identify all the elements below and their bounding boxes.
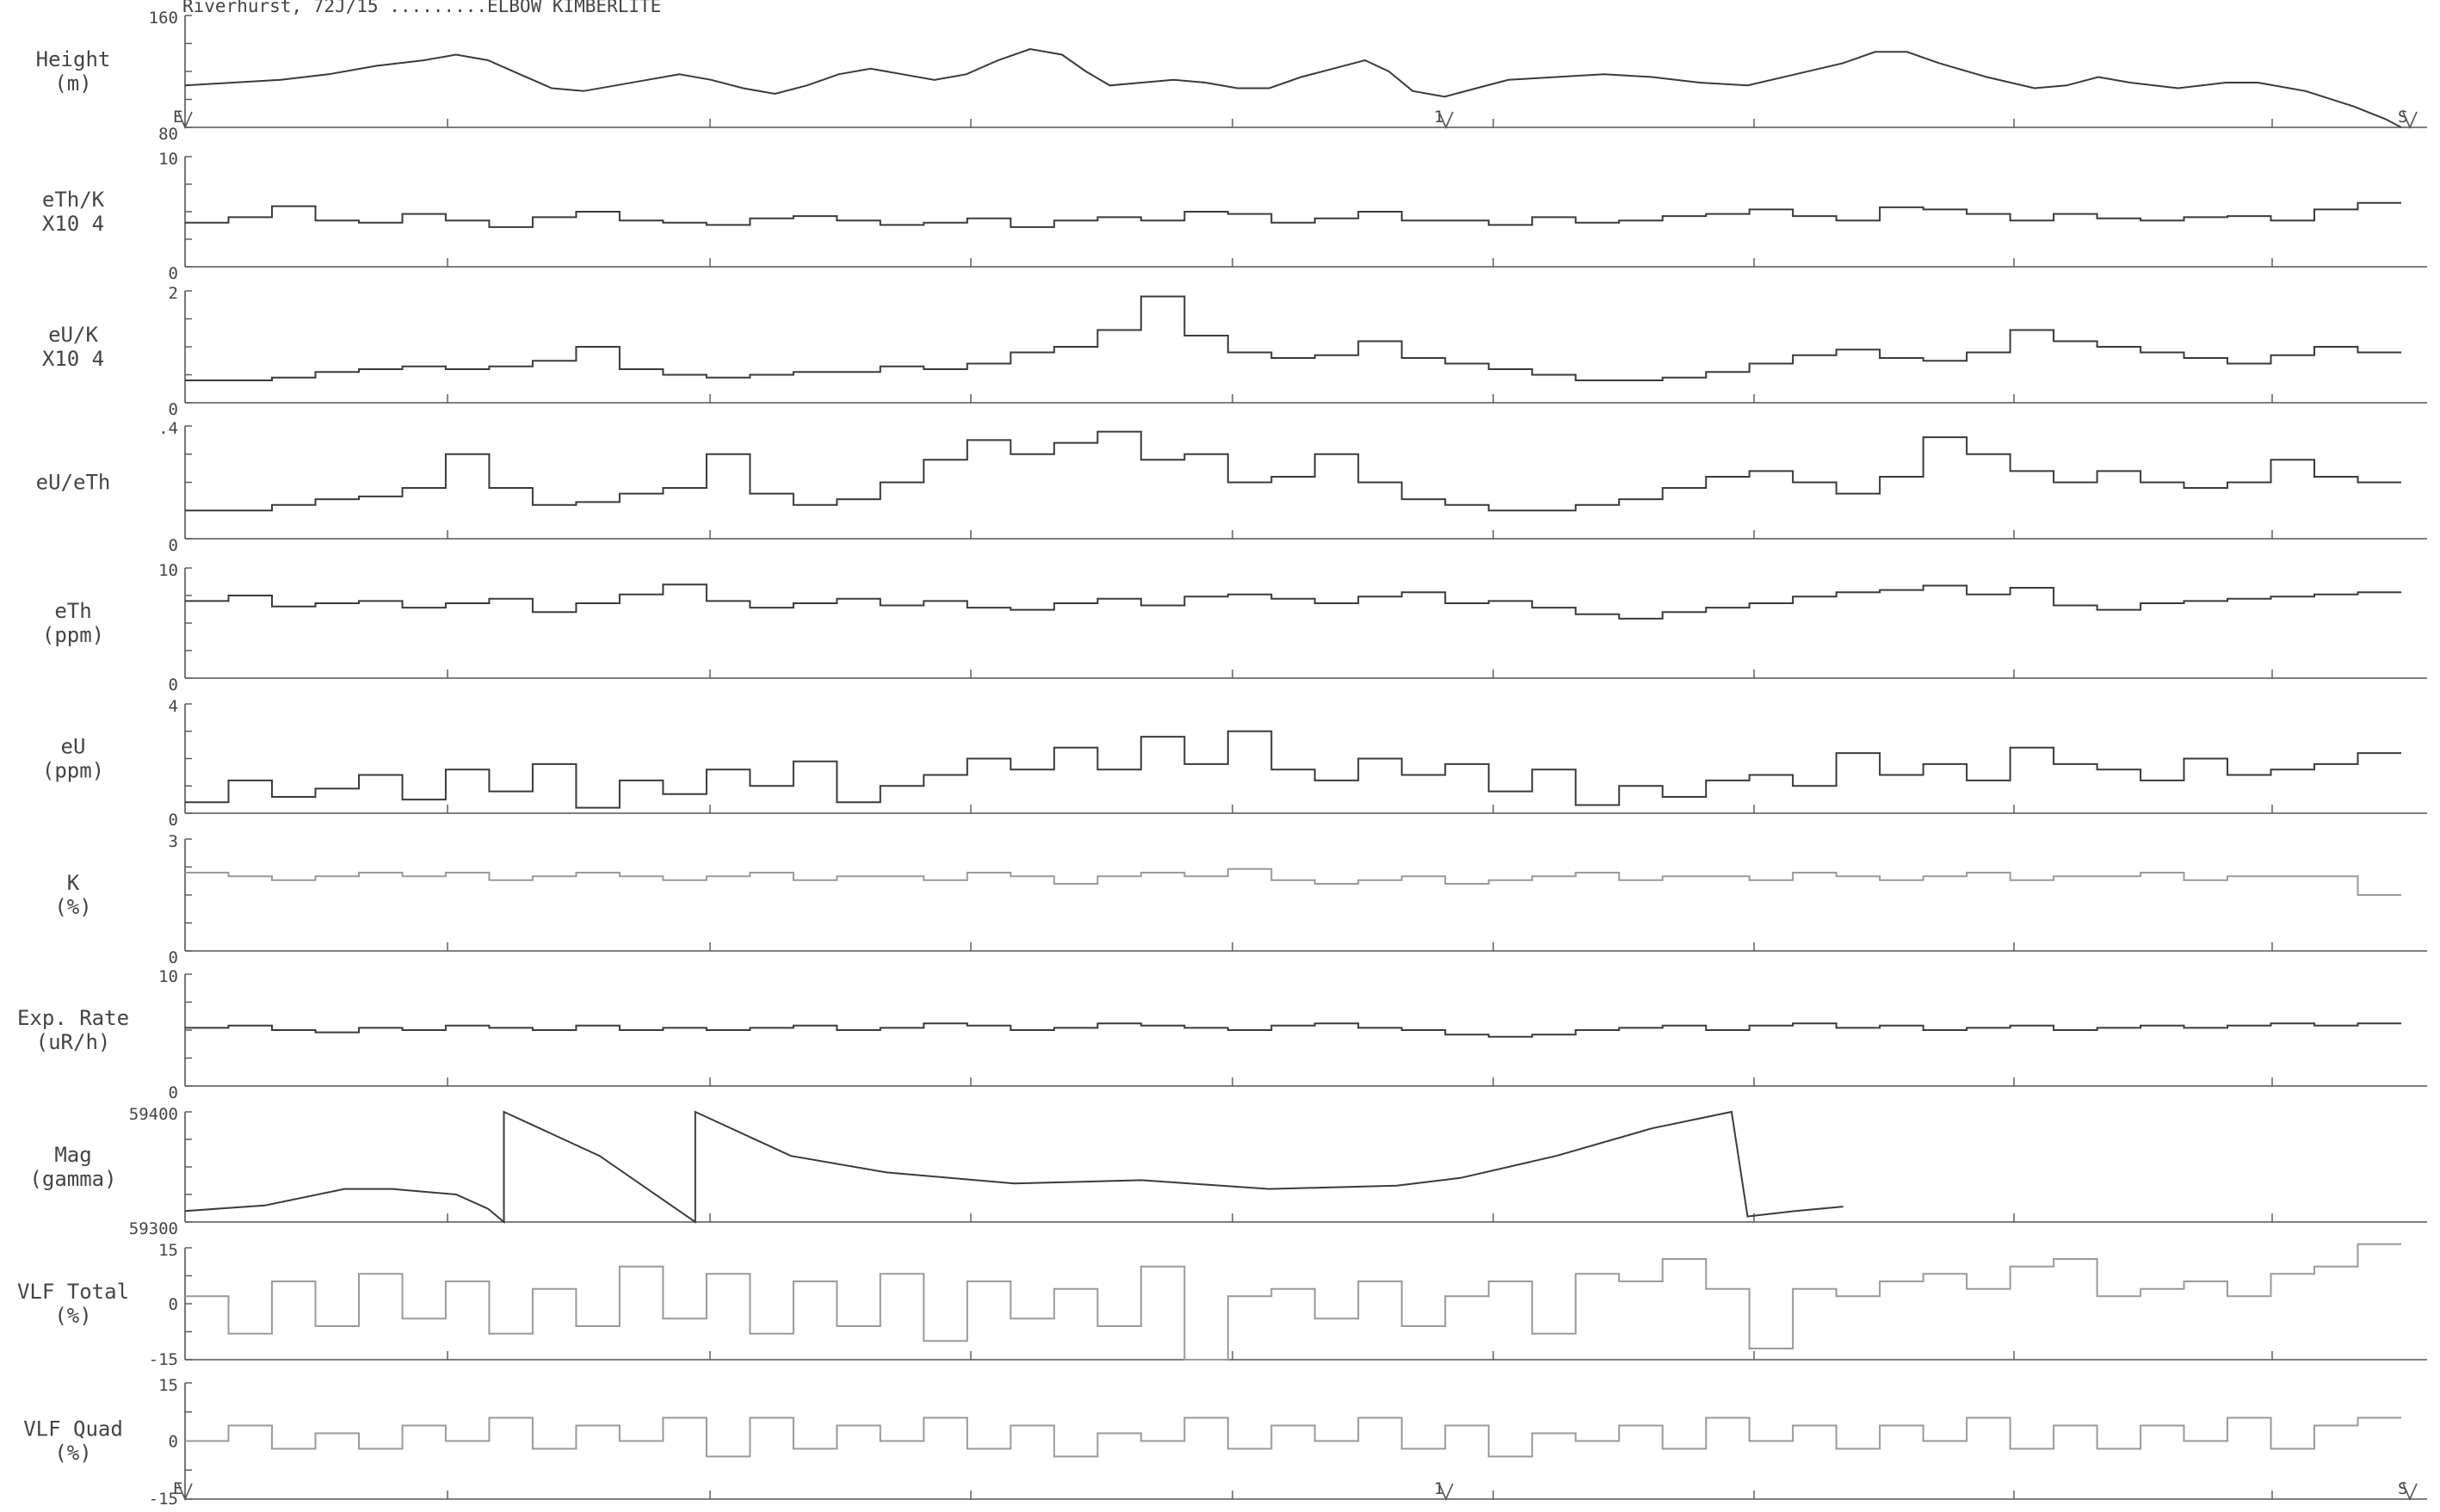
y-axis-label: eTh/K bbox=[42, 188, 105, 212]
y-axis-label: eU/K bbox=[48, 323, 98, 347]
y-axis-label: (%) bbox=[54, 1441, 91, 1466]
panel-7: 10 0 Exp. Rate(uR/h) bbox=[17, 967, 2427, 1102]
y-tick-label-bottom: -15 bbox=[149, 1350, 178, 1369]
y-axis-label: (m) bbox=[54, 71, 91, 96]
y-axis-label: (%) bbox=[54, 1304, 91, 1328]
panel-8: 59400 59300 Mag(gamma) bbox=[29, 1105, 2427, 1238]
y-axis-label: X10 4 bbox=[42, 347, 104, 371]
fiducial-label: E bbox=[173, 108, 182, 127]
y-tick-label-top: 2 bbox=[169, 284, 178, 303]
y-axis-label: K bbox=[67, 871, 80, 895]
y-tick-label-top: 160 bbox=[149, 9, 178, 28]
y-tick-label-bottom: 80 bbox=[158, 125, 178, 144]
y-tick-label-bottom: 0 bbox=[169, 1083, 178, 1102]
y-axis-label: eU/eTh bbox=[36, 471, 111, 495]
series-line bbox=[185, 1022, 2401, 1038]
y-axis-label: (ppm) bbox=[42, 623, 104, 647]
y-axis-label: VLF Total bbox=[17, 1280, 129, 1304]
y-axis-label: (%) bbox=[54, 895, 91, 919]
fiducial-marker bbox=[2402, 1483, 2418, 1501]
y-tick-label-top: 10 bbox=[158, 150, 178, 169]
y-tick-label-bottom: 0 bbox=[169, 676, 178, 694]
y-tick-label-top: 4 bbox=[169, 697, 178, 716]
panel-9: 15 0 -15 VLF Total(%) bbox=[17, 1241, 2427, 1369]
fiducial-marker bbox=[1438, 111, 1454, 129]
y-tick-label-bottom: 0 bbox=[169, 264, 178, 283]
fiducial-marker bbox=[177, 1483, 193, 1501]
series-line bbox=[185, 201, 2401, 228]
y-tick-label-top: .4 bbox=[158, 419, 178, 438]
y-axis-label: Height bbox=[36, 47, 111, 71]
panel-10: 15 0 -15 VLF Quad(%) bbox=[23, 1376, 2427, 1509]
y-axis-label: (uR/h) bbox=[36, 1030, 111, 1054]
fiducial-label: 1 bbox=[1434, 108, 1443, 127]
fiducial-marker bbox=[2402, 111, 2418, 129]
y-axis-label: Exp. Rate bbox=[17, 1006, 129, 1030]
panel-6: 3 0 K(%) bbox=[54, 832, 2427, 967]
series-line bbox=[184, 1110, 1844, 1225]
series-line bbox=[185, 730, 2401, 809]
y-tick-label-top: 10 bbox=[158, 561, 178, 580]
fiducial-label: E bbox=[173, 1479, 182, 1498]
y-tick-label-mid: 0 bbox=[169, 1295, 178, 1314]
y-axis-label: X10 4 bbox=[42, 212, 104, 236]
y-tick-label-bottom: 0 bbox=[169, 948, 178, 967]
series-line bbox=[185, 1416, 2401, 1458]
y-axis-label: eU bbox=[61, 735, 86, 759]
y-tick-label-bottom: 0 bbox=[169, 400, 178, 419]
series-line bbox=[185, 867, 2401, 896]
fiducial-label: S bbox=[2398, 108, 2407, 127]
panel-3: .4 0 eU/eTh bbox=[36, 419, 2427, 555]
fiducial-marker bbox=[1438, 1483, 1454, 1501]
y-tick-label-bottom: 59300 bbox=[129, 1219, 178, 1238]
y-tick-label-top: 3 bbox=[169, 832, 178, 851]
series-line bbox=[185, 1243, 2401, 1361]
y-axis-label: VLF Quad bbox=[23, 1417, 123, 1441]
panel-5: 4 0 eU(ppm) bbox=[42, 697, 2427, 830]
panel-4: 10 0 eTh(ppm) bbox=[42, 561, 2427, 694]
y-tick-label-top: 15 bbox=[158, 1241, 178, 1260]
y-axis-label: Mag bbox=[54, 1143, 91, 1167]
fiducial-label: 1 bbox=[1434, 1479, 1443, 1498]
panel-0: 160 80 Height(m) bbox=[36, 9, 2427, 144]
fiducial-label: S bbox=[2398, 1479, 2407, 1498]
y-tick-label-bottom: -15 bbox=[149, 1490, 178, 1509]
y-axis-label: eTh bbox=[54, 599, 91, 623]
chart-title: Riverhurst, 72J/15 .........ELBOW KIMBER… bbox=[182, 0, 661, 16]
y-tick-label-mid: 0 bbox=[169, 1433, 178, 1452]
y-tick-label-top: 15 bbox=[158, 1376, 178, 1395]
series-line bbox=[184, 47, 2402, 128]
y-axis-label: (ppm) bbox=[42, 759, 104, 783]
series-line bbox=[185, 583, 2401, 620]
fiducial-marker bbox=[177, 111, 193, 129]
fiducial-markers: E 1 S E 1 S bbox=[173, 108, 2418, 1501]
y-tick-label-bottom: 0 bbox=[169, 811, 178, 830]
y-axis-label: (gamma) bbox=[29, 1167, 116, 1191]
y-tick-label-top: 10 bbox=[158, 967, 178, 986]
y-tick-label-bottom: 0 bbox=[169, 536, 178, 555]
series-line bbox=[185, 430, 2401, 512]
series-line bbox=[185, 295, 2401, 381]
y-tick-label-top: 59400 bbox=[129, 1105, 178, 1124]
